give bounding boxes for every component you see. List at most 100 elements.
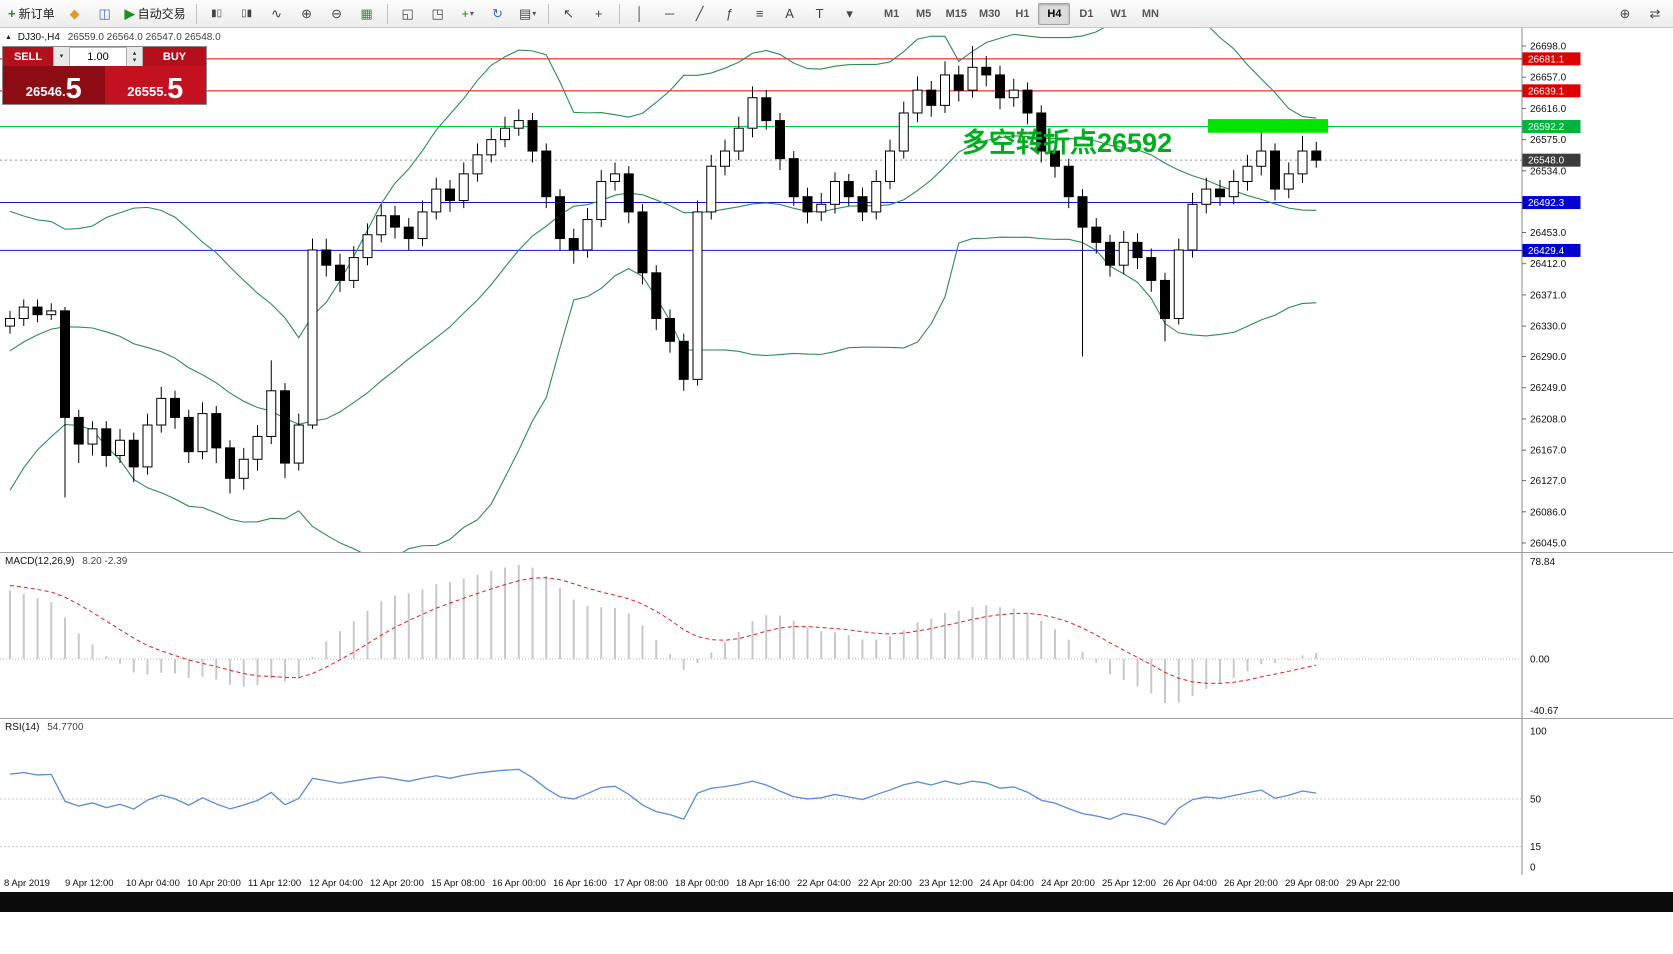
highlight-rectangle[interactable] — [1208, 119, 1328, 133]
shapes-dropdown-button[interactable]: ▾ — [836, 2, 864, 26]
timeframe-m1-button[interactable]: M1 — [883, 7, 900, 20]
price-tick-label: 26290.0 — [1530, 352, 1567, 363]
candle — [926, 89, 937, 106]
candle — [115, 439, 125, 456]
sell-dropdown-button[interactable]: ▾ — [53, 47, 70, 66]
crosshair-button[interactable]: + — [585, 2, 613, 26]
candle — [733, 127, 744, 152]
chart-windows-button[interactable]: ◫ — [91, 2, 119, 26]
candle — [403, 226, 414, 240]
one-click-panel-toggle-icon[interactable]: ▲ — [5, 34, 12, 41]
tile-windows-button[interactable]: ◱ — [394, 2, 422, 26]
price-tick-label: 26412.0 — [1530, 259, 1567, 270]
timeframe-m30-button[interactable]: M30 — [979, 7, 1001, 20]
time-label: 11 Apr 12:00 — [248, 878, 302, 889]
timeframe-mn-button[interactable]: MN — [1141, 7, 1159, 20]
price-tick-label: 26657.0 — [1530, 73, 1567, 84]
rsi-canvas[interactable]: 100 50 15 0 — [0, 719, 1673, 875]
zoom-in-button[interactable]: ⊕ — [293, 2, 321, 26]
candle — [816, 203, 827, 213]
timeframe-d1-button[interactable]: D1 — [1079, 7, 1094, 20]
volume-input[interactable] — [70, 47, 126, 66]
panel-toggle-button[interactable]: ⇄ — [1641, 2, 1669, 26]
horizontal-line-button[interactable]: ─ — [656, 2, 684, 26]
candle — [321, 249, 332, 266]
candle — [1008, 89, 1019, 99]
dropdown-icon: ▾ — [532, 9, 537, 18]
timeframe-h1-button[interactable]: H1 — [1015, 7, 1030, 20]
timeframe-m5-button[interactable]: M5 — [915, 7, 932, 20]
line-chart-icon: ∿ — [271, 6, 283, 21]
trendline-button[interactable]: ╱ — [686, 2, 714, 26]
time-label: 26 Apr 20:00 — [1224, 878, 1278, 889]
autotrade-play-icon: ▶ — [124, 6, 135, 21]
text-tool-icon: A — [785, 6, 794, 21]
line-chart-button[interactable]: ∿ — [263, 2, 291, 26]
main-chart-pane[interactable]: 26698.0 26657.0 26616.0 26575.0 26534.0 26453… — [0, 28, 1673, 553]
candle — [18, 306, 29, 319]
timeframe-h4-button[interactable]: H4 — [1038, 2, 1071, 25]
macd-name: MACD(12,26,9) — [5, 556, 75, 567]
candle — [101, 428, 112, 456]
cascade-windows-icon: ◳ — [431, 6, 444, 21]
timeframe-w1-button[interactable]: W1 — [1110, 7, 1127, 20]
arrow-tool-button[interactable]: T — [806, 2, 834, 26]
time-axis[interactable]: 8 Apr 2019 9 Apr 12:00 10 Apr 04:00 10 Apr … — [0, 875, 1673, 892]
buy-button[interactable]: BUY — [143, 47, 206, 66]
candle — [706, 165, 717, 213]
cursor-button[interactable]: ↖ — [555, 2, 583, 26]
candle — [623, 173, 634, 213]
price-line-label: 26592.2 — [1528, 122, 1565, 133]
cascade-windows-button[interactable]: ◳ — [424, 2, 452, 26]
autotrade-button[interactable]: ▶ 自动交易 — [121, 2, 190, 26]
bars-chart-button[interactable]: ▮▯ — [203, 2, 231, 26]
macd-scale-label: -40.67 — [1530, 706, 1559, 717]
price-tick-label: 26453.0 — [1530, 228, 1567, 239]
profiles-button[interactable]: ◆ — [61, 2, 89, 26]
buy-price-main: 26555. — [127, 84, 168, 99]
time-label: 29 Apr 08:00 — [1285, 878, 1339, 889]
rsi-scale-label: 100 — [1530, 727, 1547, 738]
sell-price-display[interactable]: 26546. 5 — [3, 66, 105, 104]
time-label: 29 Apr 22:00 — [1346, 878, 1400, 889]
time-label: 10 Apr 04:00 — [126, 878, 180, 889]
volume-stepper[interactable]: ▴ ▾ — [126, 47, 143, 66]
candle — [995, 74, 1005, 99]
channel-button[interactable]: ≡ — [746, 2, 774, 26]
candlestick-chart-icon: ▯▮ — [241, 7, 253, 19]
chart-annotation-text[interactable]: 多空转折点26592 — [962, 127, 1172, 158]
price-tick-label: 26167.0 — [1530, 446, 1567, 457]
macd-canvas[interactable]: 78.84 0.00 -40.67 — [0, 553, 1673, 718]
candle — [307, 249, 318, 426]
candle — [225, 447, 235, 479]
candle — [610, 173, 620, 182]
price-line-label-box — [1522, 120, 1581, 134]
candle — [1063, 165, 1074, 198]
timeframe-m15-button[interactable]: M15 — [945, 7, 968, 20]
vertical-line-button[interactable]: │ — [626, 2, 654, 26]
rsi-pane[interactable]: 100 50 15 0 — [0, 719, 1673, 876]
spin-down-icon: ▾ — [132, 56, 137, 64]
candle — [238, 458, 249, 479]
buy-price-display[interactable]: 26555. 5 — [104, 66, 206, 104]
candle — [156, 397, 167, 426]
candle — [1022, 89, 1033, 114]
candle — [486, 139, 497, 156]
main-chart-canvas[interactable]: 26698.0 26657.0 26616.0 26575.0 26534.0 26453… — [0, 28, 1673, 552]
sell-button[interactable]: SELL — [3, 47, 53, 66]
text-tool-button[interactable]: A — [776, 2, 804, 26]
rsi-scale-label: 0 — [1530, 863, 1536, 874]
grid-button[interactable]: ▦ — [353, 2, 381, 26]
macd-pane[interactable]: 78.84 0.00 -40.67 — [0, 553, 1673, 719]
bollinger-upper-band — [9, 28, 1317, 339]
fibonacci-button[interactable]: ƒ — [716, 2, 744, 26]
candlestick-chart-button[interactable]: ▯▮ — [233, 2, 261, 26]
chart-settings-button[interactable]: ▤ ▾ — [514, 2, 542, 26]
new-order-button[interactable]: + 新订单 — [4, 2, 59, 26]
time-label: 16 Apr 16:00 — [553, 878, 607, 889]
zoom-plus-button[interactable]: ⊕ — [1611, 2, 1639, 26]
zoom-out-button[interactable]: ⊖ — [323, 2, 351, 26]
new-chart-button[interactable]: + ▾ — [454, 2, 482, 26]
refresh-button[interactable]: ↻ — [484, 2, 512, 26]
sell-price-main: 26546. — [25, 84, 66, 99]
